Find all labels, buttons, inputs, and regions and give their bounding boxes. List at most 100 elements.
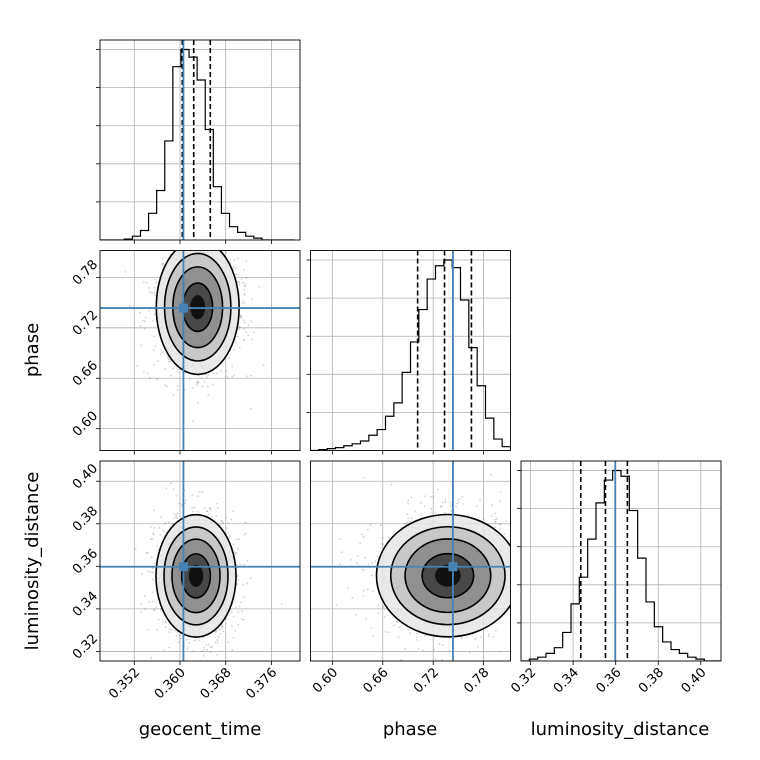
sample-point	[161, 262, 163, 265]
sample-point	[369, 524, 372, 526]
panel-phase-geocent_time: 0.60 0.66 0.72 0.78	[70, 195, 301, 455]
sample-point	[188, 676, 190, 678]
sample-point	[232, 615, 235, 618]
sample-point	[239, 563, 242, 566]
panel-frame	[99, 250, 301, 451]
sample-point	[449, 501, 452, 504]
sample-point	[514, 541, 516, 543]
sample-point	[477, 645, 479, 648]
sample-point	[365, 617, 367, 620]
sample-point	[228, 356, 231, 359]
sample-point	[409, 632, 412, 635]
sample-point	[335, 603, 338, 606]
sample-point	[449, 662, 451, 664]
sample-point	[170, 374, 173, 377]
sample-point	[457, 501, 460, 504]
sample-point	[201, 385, 204, 388]
sample-point	[197, 495, 199, 498]
sample-point	[462, 503, 465, 505]
sample-point	[151, 571, 154, 574]
y-tick-label: 0.36	[70, 546, 101, 577]
sample-point	[244, 532, 247, 535]
sample-point	[233, 551, 236, 554]
sample-point	[232, 510, 235, 513]
sample-point	[239, 325, 242, 328]
sample-point	[161, 351, 164, 354]
sample-point	[188, 195, 190, 197]
sample-point	[226, 377, 229, 380]
sample-point	[539, 575, 541, 577]
sample-point	[423, 495, 426, 498]
panel-luminosity_distance-phase: 0.60 0.66 0.72 0.78	[310, 460, 576, 696]
sample-point	[492, 636, 495, 638]
sample-point	[201, 491, 204, 494]
sample-point	[242, 299, 245, 302]
panel-luminosity_distance-geocent_time: 0.32 0.34 0.36 0.38 0.40 0.352 0.360 0.368 0.376	[70, 460, 301, 702]
axis-labels-layer: geocent_time phase luminosity_distance p…	[22, 323, 709, 740]
sample-point	[237, 578, 240, 581]
sample-point	[143, 327, 146, 330]
sample-point	[532, 638, 534, 640]
sample-point	[190, 246, 192, 248]
sample-point	[511, 597, 513, 599]
sample-point	[155, 282, 157, 284]
sample-point	[178, 502, 181, 505]
sample-point	[488, 633, 490, 636]
sample-point	[505, 520, 507, 522]
sample-point	[203, 654, 205, 657]
sample-point	[241, 301, 243, 304]
sample-point	[233, 348, 236, 351]
sample-point	[216, 639, 219, 641]
x-tick-label: 0.360	[152, 665, 189, 702]
sample-point	[237, 242, 239, 244]
sample-point	[156, 360, 159, 362]
sample-point	[197, 243, 199, 245]
sample-point	[189, 220, 191, 222]
sample-point	[469, 651, 471, 654]
sample-point	[212, 372, 215, 375]
sample-point	[154, 562, 156, 565]
sample-point	[208, 507, 211, 509]
sample-point	[149, 538, 152, 541]
contour-line-1	[171, 538, 221, 614]
sample-point	[262, 364, 265, 367]
sample-point	[148, 287, 151, 289]
sample-point	[225, 527, 228, 530]
sample-point	[338, 538, 341, 540]
sample-point	[173, 517, 176, 520]
sample-point	[162, 648, 165, 651]
panel-frame	[99, 460, 301, 662]
sample-point	[150, 656, 153, 659]
sample-point	[154, 606, 157, 609]
sample-point	[177, 641, 180, 644]
truth-marker	[178, 562, 188, 572]
sample-point	[574, 564, 576, 566]
sample-point	[185, 638, 188, 641]
sample-point	[207, 247, 209, 249]
sample-point	[206, 229, 208, 231]
sample-point	[216, 372, 218, 375]
sample-point	[233, 258, 236, 261]
sample-point	[186, 221, 188, 223]
sample-point	[172, 488, 175, 491]
sample-point	[199, 665, 201, 667]
histogram-luminosity_distance	[521, 469, 721, 661]
sample-point	[172, 367, 175, 370]
sample-point	[215, 502, 218, 505]
sample-point	[176, 371, 179, 374]
sample-point	[215, 515, 218, 517]
sample-point	[407, 629, 410, 631]
sample-point	[422, 649, 424, 652]
sample-point	[222, 630, 225, 633]
sample-point	[188, 641, 190, 644]
sample-point	[387, 631, 390, 634]
sample-point	[366, 588, 369, 591]
sample-point	[513, 585, 515, 587]
xlabel-luminosity-distance: luminosity_distance	[531, 719, 710, 740]
sample-point	[163, 241, 165, 243]
sample-point	[430, 507, 433, 510]
sample-point	[376, 555, 379, 558]
sample-point	[443, 512, 446, 514]
panels-layer: 0.60 0.66 0.72 0.78 0.32 0.34 0.36 0.38 0.40 0.35…	[70, 39, 722, 702]
